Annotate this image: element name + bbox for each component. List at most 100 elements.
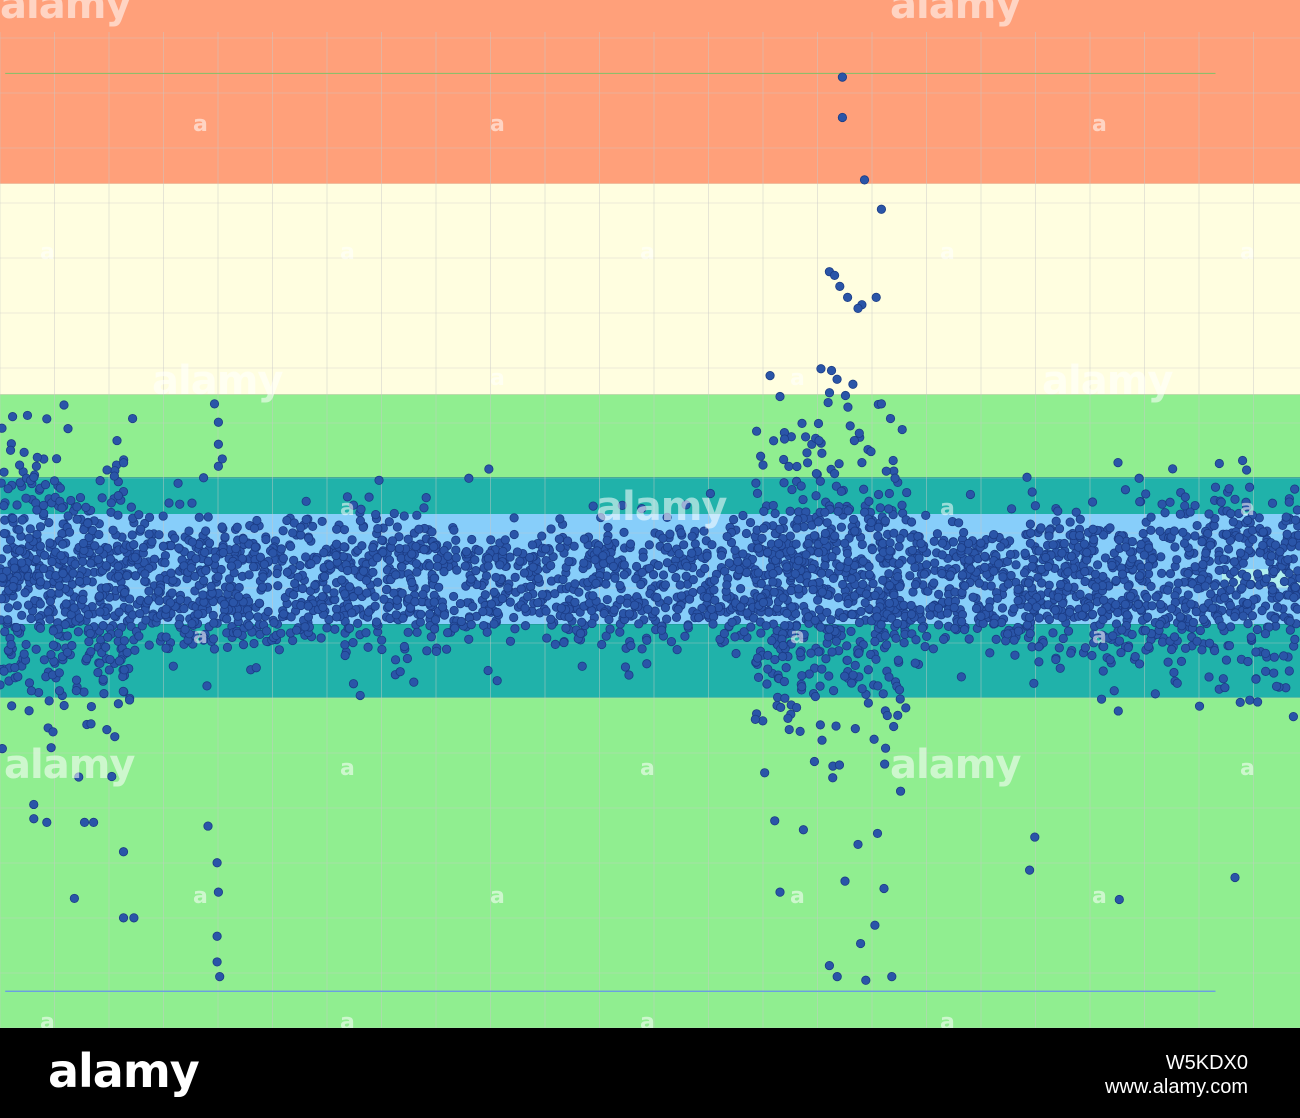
data-point xyxy=(932,529,943,539)
data-point xyxy=(377,635,387,645)
data-point xyxy=(296,530,306,540)
data-point xyxy=(470,555,480,565)
data-point xyxy=(671,612,682,622)
data-point xyxy=(238,534,248,544)
data-point xyxy=(863,698,873,708)
data-point xyxy=(1099,595,1109,605)
data-point xyxy=(153,586,164,596)
data-point xyxy=(523,591,533,602)
data-point xyxy=(1065,607,1075,617)
data-point xyxy=(662,542,673,552)
data-point xyxy=(793,515,803,525)
scatter-chart xyxy=(0,0,1300,1028)
data-point xyxy=(158,511,168,521)
data-point xyxy=(816,364,826,374)
data-point xyxy=(74,613,85,623)
data-point xyxy=(533,598,543,608)
data-point xyxy=(201,526,211,536)
data-point xyxy=(994,559,1004,569)
data-point xyxy=(40,550,50,560)
data-point xyxy=(279,609,289,619)
data-point xyxy=(884,598,894,608)
data-point xyxy=(792,461,802,472)
data-point xyxy=(0,744,7,754)
data-point xyxy=(625,539,636,549)
data-point xyxy=(99,689,109,699)
data-point xyxy=(129,913,139,923)
data-point xyxy=(120,588,130,598)
data-point xyxy=(876,399,887,409)
data-point xyxy=(329,588,339,598)
data-point xyxy=(348,592,358,602)
data-point xyxy=(832,374,842,384)
data-point xyxy=(6,639,16,650)
data-point xyxy=(193,609,203,619)
data-point xyxy=(1114,636,1125,646)
data-point xyxy=(1146,581,1156,592)
data-point xyxy=(556,603,566,613)
data-point xyxy=(201,565,211,576)
data-point xyxy=(187,619,197,629)
data-point xyxy=(203,512,213,522)
data-point xyxy=(378,547,388,558)
data-point xyxy=(112,435,122,446)
data-point xyxy=(439,610,450,620)
data-point xyxy=(1090,569,1101,579)
data-point xyxy=(130,645,140,655)
data-point xyxy=(1097,606,1107,616)
data-point xyxy=(1037,578,1047,588)
data-point xyxy=(166,568,176,578)
data-point xyxy=(1290,484,1300,494)
data-point xyxy=(775,391,785,402)
data-point xyxy=(174,543,184,553)
data-point xyxy=(794,556,804,566)
data-point xyxy=(1109,686,1119,696)
data-point xyxy=(782,608,792,619)
data-point xyxy=(449,525,459,535)
data-point xyxy=(416,609,426,619)
data-point xyxy=(897,500,907,510)
data-point xyxy=(3,615,13,625)
data-point xyxy=(1013,626,1023,636)
data-point xyxy=(450,623,460,633)
data-point xyxy=(1165,497,1175,507)
data-point xyxy=(405,603,416,613)
data-point xyxy=(119,458,129,468)
data-point xyxy=(379,594,389,604)
data-point xyxy=(860,598,870,608)
data-point xyxy=(871,292,881,302)
data-point xyxy=(991,634,1001,644)
data-point xyxy=(1053,506,1063,516)
data-point xyxy=(759,523,769,533)
data-point xyxy=(301,496,311,506)
data-point xyxy=(451,545,461,555)
data-point xyxy=(1245,695,1255,705)
data-point xyxy=(840,671,850,681)
data-point xyxy=(832,971,842,982)
data-point xyxy=(381,585,392,595)
data-point xyxy=(29,472,39,482)
data-point xyxy=(769,436,779,446)
data-point xyxy=(17,558,27,568)
data-point xyxy=(118,913,129,923)
data-point xyxy=(10,663,20,673)
data-point xyxy=(1225,585,1235,595)
data-point xyxy=(491,572,501,583)
data-point xyxy=(342,565,353,576)
data-point xyxy=(190,571,200,581)
data-point xyxy=(3,484,13,494)
data-point xyxy=(1080,576,1090,587)
data-point xyxy=(0,501,9,511)
data-point xyxy=(1048,540,1058,550)
data-point xyxy=(736,584,746,594)
data-point xyxy=(147,537,157,547)
data-point xyxy=(1142,612,1153,622)
data-point xyxy=(660,603,671,613)
data-point xyxy=(895,534,905,544)
data-point xyxy=(520,603,530,613)
data-point xyxy=(829,270,840,280)
data-point xyxy=(1011,560,1021,570)
data-point xyxy=(1216,497,1226,507)
data-point xyxy=(921,560,932,570)
data-point xyxy=(989,618,999,628)
